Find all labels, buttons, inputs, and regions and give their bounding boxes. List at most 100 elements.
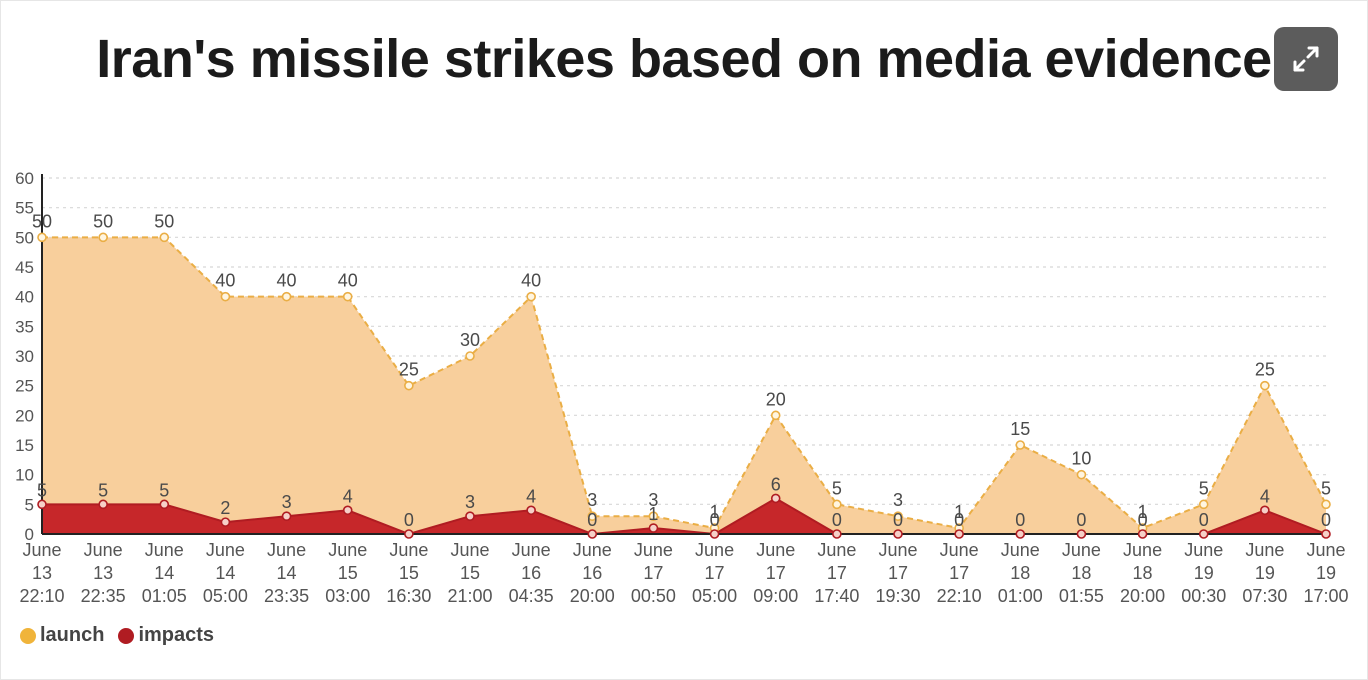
x-tick-label: June	[145, 540, 184, 560]
launch-point	[893, 511, 903, 522]
launch-point	[1198, 499, 1209, 510]
launch-data-label: 30	[460, 330, 480, 350]
x-tick-label: 19:30	[875, 586, 920, 606]
x-tick-label: 04:35	[509, 586, 554, 606]
launch-data-label: 50	[32, 211, 52, 231]
y-tick-label: 10	[15, 466, 34, 485]
launch-data-label: 10	[1071, 449, 1091, 469]
launch-point	[648, 511, 659, 522]
x-tick-label: June	[1001, 540, 1040, 560]
impacts-point	[954, 529, 964, 539]
impacts-point	[220, 517, 231, 527]
x-tick-label: 15	[460, 563, 480, 583]
impacts-data-label: 3	[282, 492, 292, 512]
launch-data-label: 40	[521, 271, 541, 291]
x-tick-label: June	[389, 540, 428, 560]
launch-data-label: 3	[648, 490, 658, 510]
impacts-point	[709, 529, 720, 539]
x-tick-label: June	[328, 540, 367, 560]
x-tick-label: June	[878, 540, 917, 560]
launch-point	[404, 380, 414, 391]
launch-point	[220, 291, 231, 302]
x-tick-label: June	[1245, 540, 1284, 560]
x-tick-label: 16	[521, 563, 541, 583]
impacts-data-label: 0	[1321, 510, 1331, 530]
x-tick-label: 17	[827, 563, 847, 583]
launch-point	[832, 499, 842, 510]
legend: launch impacts	[20, 624, 214, 647]
impacts-data-label: 5	[159, 480, 169, 500]
x-tick-label: 19	[1316, 563, 1336, 583]
x-tick-label: 13	[93, 563, 113, 583]
impacts-point	[465, 511, 475, 522]
impacts-data-label: 1	[648, 504, 658, 524]
launch-data-label: 25	[1255, 360, 1275, 380]
x-tick-label: 01:55	[1059, 586, 1104, 606]
launch-data-label: 5	[832, 478, 842, 498]
legend-item-impacts[interactable]: impacts	[118, 624, 214, 647]
impacts-point	[1015, 529, 1026, 539]
impacts-data-label: 0	[1199, 510, 1209, 530]
x-tick-label: 16	[582, 563, 602, 583]
impacts-data-label: 0	[893, 510, 903, 530]
y-tick-label: 55	[15, 199, 34, 218]
launch-data-label: 3	[587, 490, 597, 510]
launch-point	[1260, 380, 1270, 391]
impacts-data-label: 0	[404, 510, 414, 530]
launch-point	[526, 291, 536, 302]
y-tick-label: 25	[15, 377, 34, 396]
y-tick-label: 30	[15, 347, 34, 366]
x-tick-label: 03:00	[325, 586, 370, 606]
y-tick-label: 60	[15, 169, 34, 188]
impacts-point	[281, 511, 292, 522]
impacts-point	[587, 529, 598, 539]
impacts-point	[1076, 529, 1087, 539]
x-tick-label: 23:35	[264, 586, 309, 606]
launch-data-label: 20	[766, 389, 786, 409]
x-tick-label: June	[84, 540, 123, 560]
expand-button[interactable]	[1274, 27, 1338, 91]
launch-point	[1321, 499, 1331, 510]
x-tick-label: June	[206, 540, 245, 560]
x-tick-label: 18	[1071, 563, 1091, 583]
impacts-point	[648, 523, 659, 533]
impacts-point	[526, 505, 536, 516]
x-tick-label: 01:00	[998, 586, 1043, 606]
x-tick-label: 00:50	[631, 586, 676, 606]
x-tick-label: 09:00	[753, 586, 798, 606]
x-tick-label: 14	[277, 563, 297, 583]
launch-point	[1015, 440, 1026, 450]
impacts-point	[770, 493, 781, 504]
launch-data-label: 40	[338, 271, 358, 291]
y-tick-label: 40	[15, 288, 34, 307]
launch-area	[42, 237, 1326, 534]
x-tick-label: 21:00	[447, 586, 492, 606]
launch-data-label: 1	[954, 502, 964, 522]
x-tick-label: 14	[215, 563, 235, 583]
chart-title: Iran's missile strikes based on media ev…	[96, 29, 1272, 89]
impacts-data-label: 4	[1260, 486, 1270, 506]
x-tick-label: June	[512, 540, 551, 560]
x-tick-label: June	[756, 540, 795, 560]
impacts-point	[832, 529, 842, 539]
impacts-point	[1198, 529, 1209, 539]
x-tick-label: 22:10	[19, 586, 64, 606]
x-tick-label: 17	[705, 563, 725, 583]
x-tick-label: June	[573, 540, 612, 560]
launch-data-label: 15	[1010, 419, 1030, 439]
launch-point	[1076, 469, 1087, 480]
x-tick-label: June	[634, 540, 673, 560]
impacts-point	[98, 499, 108, 510]
legend-label-launch: launch	[40, 624, 105, 646]
x-tick-label: 17:00	[1303, 586, 1348, 606]
launch-data-label: 25	[399, 360, 419, 380]
impacts-data-label: 0	[1138, 510, 1148, 530]
x-tick-label: June	[267, 540, 306, 560]
legend-item-launch[interactable]: launch	[20, 624, 104, 647]
impacts-data-label: 0	[954, 510, 964, 530]
impacts-data-label: 5	[37, 480, 47, 500]
x-tick-label: 17	[643, 563, 663, 583]
x-tick-label: June	[695, 540, 734, 560]
x-tick-label: 05:00	[692, 586, 737, 606]
x-tick-label: 17	[766, 563, 786, 583]
